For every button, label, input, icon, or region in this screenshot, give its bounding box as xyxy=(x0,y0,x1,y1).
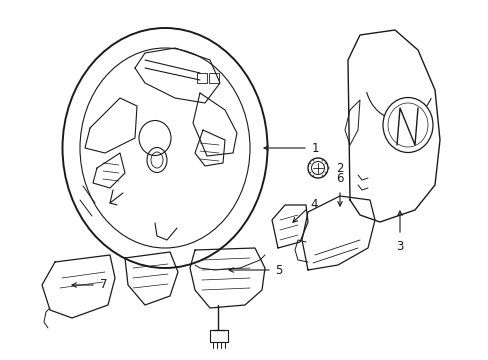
Polygon shape xyxy=(190,248,264,308)
Text: 5: 5 xyxy=(274,264,282,276)
Text: 4: 4 xyxy=(309,198,317,211)
Text: 6: 6 xyxy=(336,172,343,185)
Text: 1: 1 xyxy=(311,141,319,154)
Polygon shape xyxy=(93,153,125,188)
Bar xyxy=(208,73,219,83)
Ellipse shape xyxy=(382,98,432,153)
Polygon shape xyxy=(42,255,115,318)
Polygon shape xyxy=(271,205,307,248)
Polygon shape xyxy=(125,252,178,305)
Bar xyxy=(197,73,206,83)
Text: 3: 3 xyxy=(395,240,403,253)
Text: 7: 7 xyxy=(100,279,107,292)
Text: 2: 2 xyxy=(335,162,343,175)
Ellipse shape xyxy=(307,158,327,178)
Polygon shape xyxy=(85,98,137,153)
Polygon shape xyxy=(195,130,224,166)
Polygon shape xyxy=(345,100,359,145)
Polygon shape xyxy=(193,93,237,156)
Polygon shape xyxy=(347,30,439,222)
Polygon shape xyxy=(302,196,374,270)
